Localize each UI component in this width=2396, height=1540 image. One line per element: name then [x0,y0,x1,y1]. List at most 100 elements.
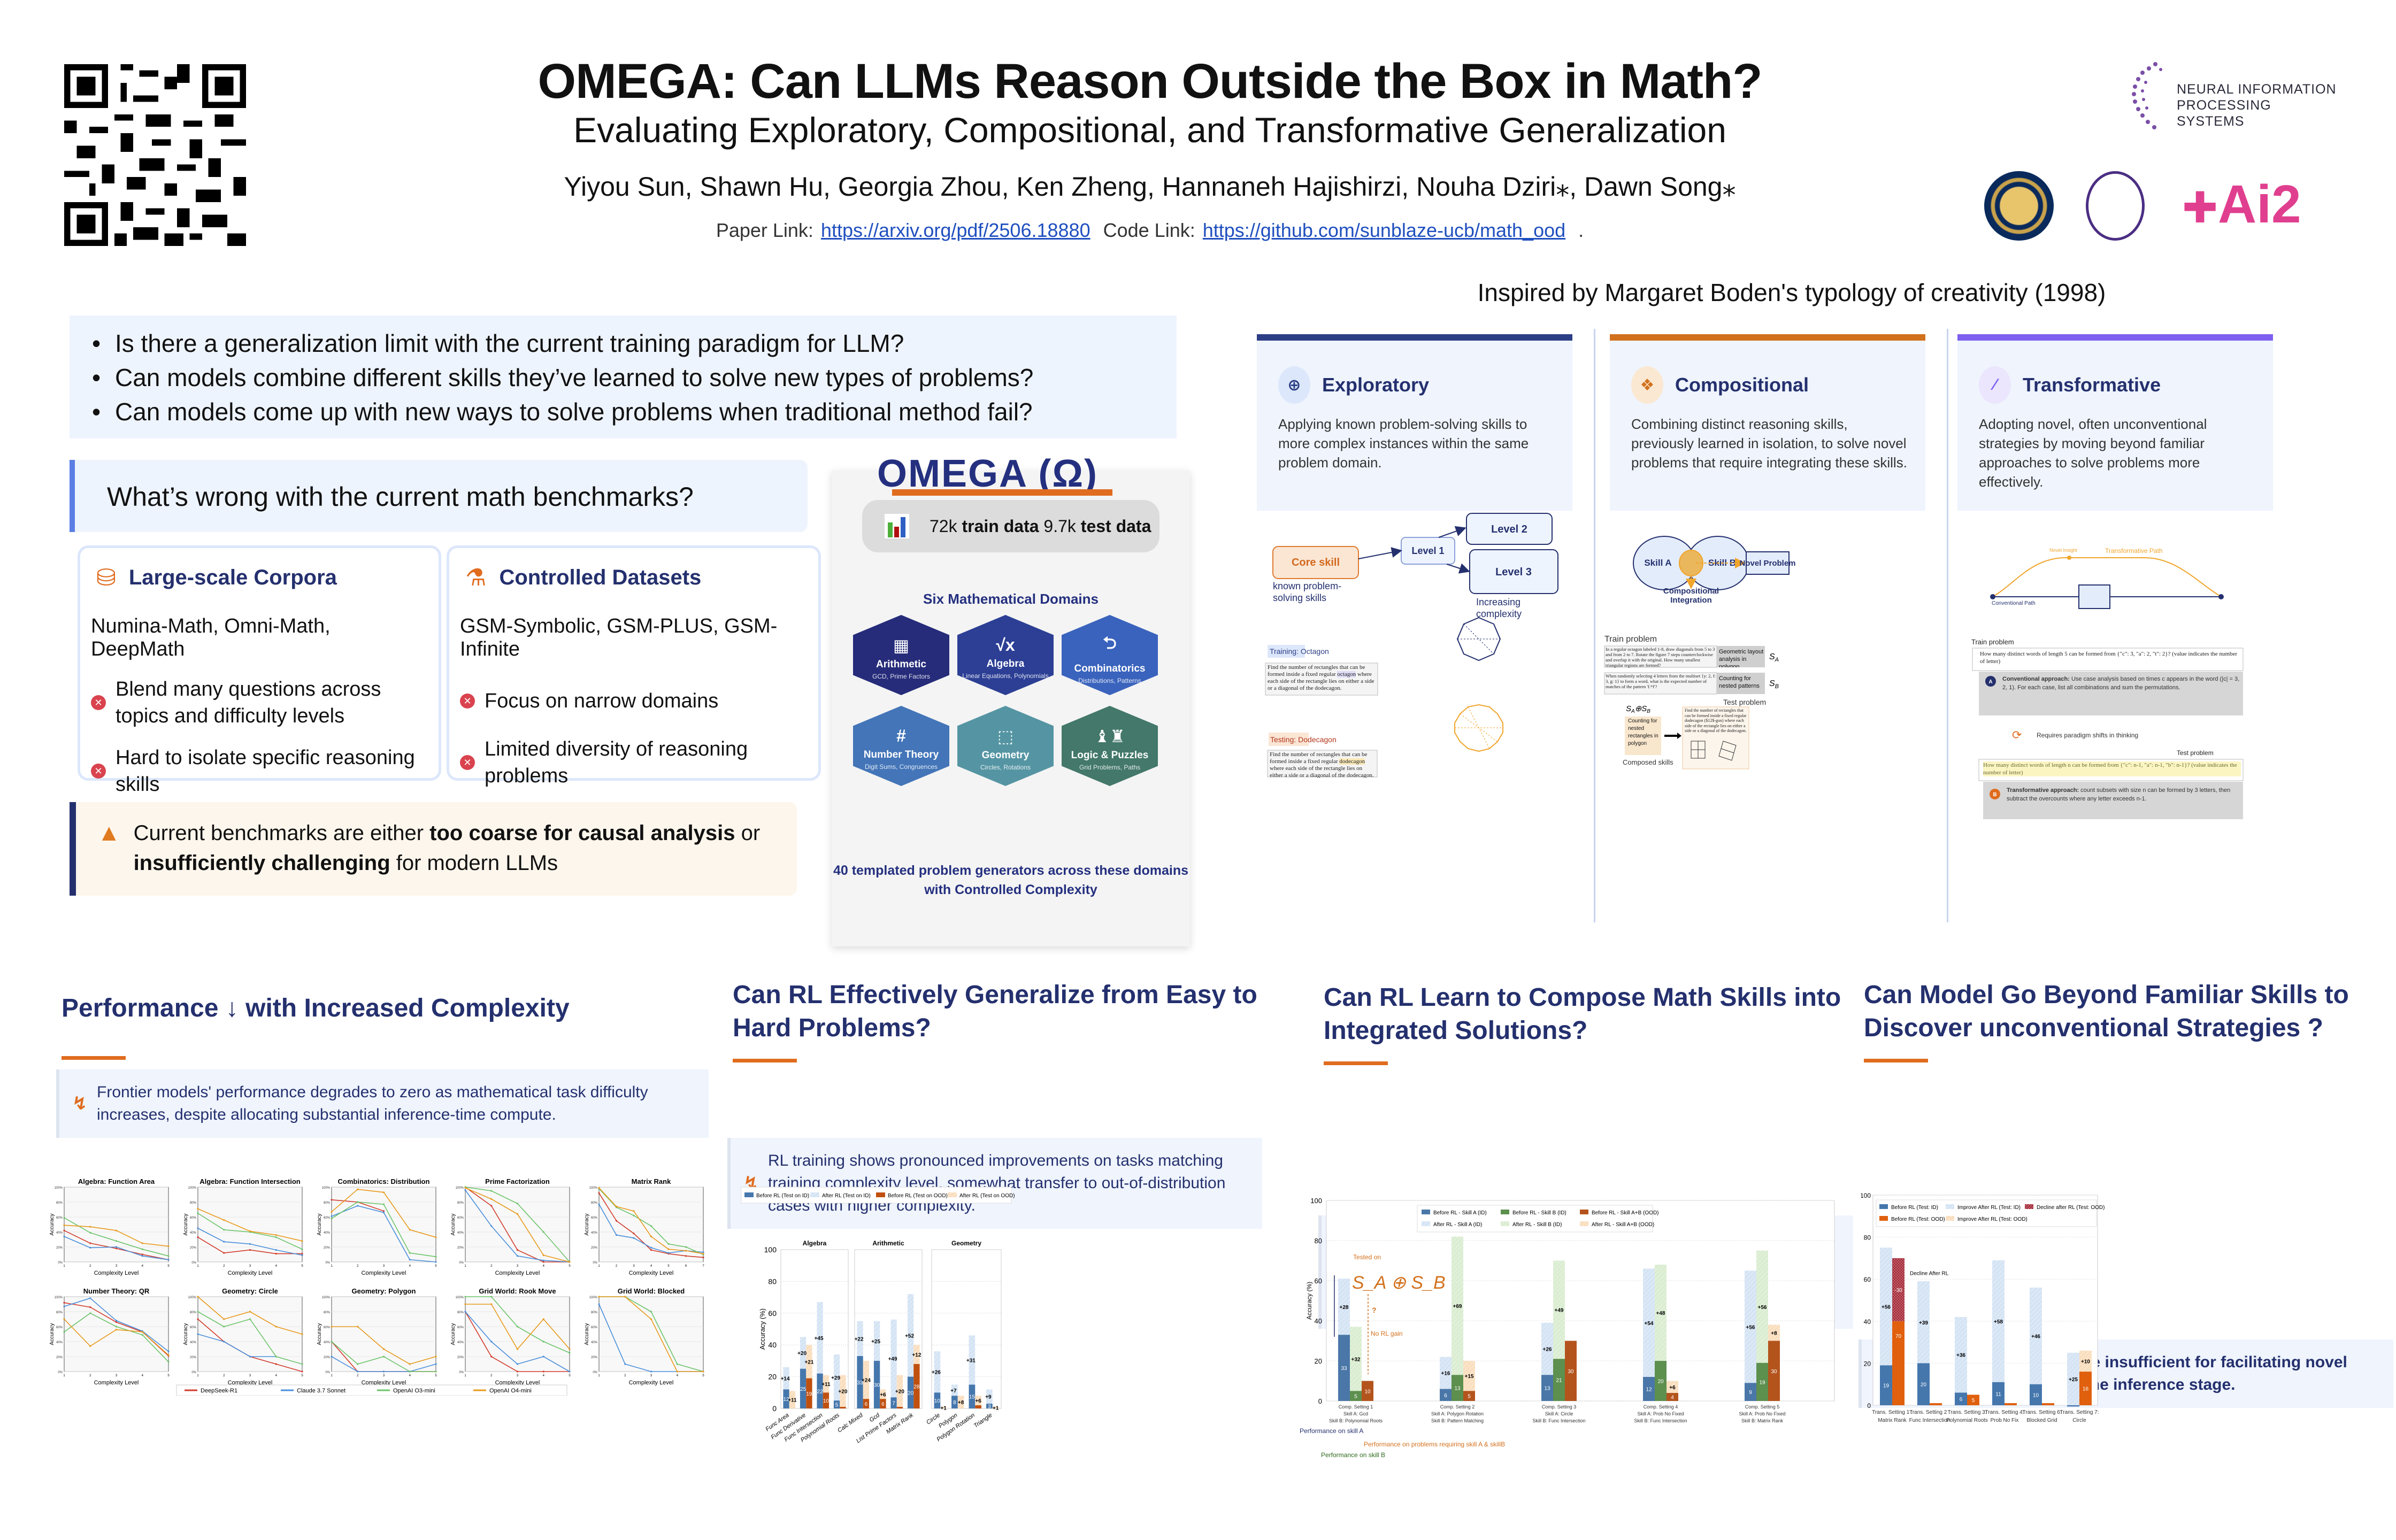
gain-label: +39 [1919,1320,1928,1326]
data-point [89,1345,91,1347]
x-circle-icon: ✕ [460,755,475,770]
controlled-datasets-card: ⚗ Controlled Datasets GSM-Symbolic, GSM-P… [447,545,821,787]
finding-text: Frontier models' performance degrades to… [97,1083,648,1123]
legend-label: Claude 3.7 Sonnet [297,1388,345,1394]
data-point [633,1237,635,1239]
data-point [516,1326,519,1328]
svg-text:A: A [1988,679,1992,685]
data-point [141,1331,143,1333]
data-point [676,1370,678,1373]
bar-before-rl [1452,1375,1463,1401]
gain-label: +10 [2081,1359,2090,1365]
bar-after-rl [1756,1250,1768,1363]
legend-box [1876,1199,2097,1227]
data-point [598,1296,600,1298]
domain-name: Arithmetic [876,658,926,670]
panel-title: Geometry [951,1239,981,1247]
gain-label: +24 [862,1378,871,1384]
gain-label: +52 [905,1333,914,1339]
bar-before-rl [1350,1391,1362,1401]
y-axis-label: Accuracy [49,1323,55,1345]
novel-problem-box [1746,551,1790,575]
change-label: -30 [1894,1288,1902,1293]
x-tick-label: Comp. Setting 3 [1542,1404,1577,1410]
bar-ood-after [992,1407,999,1408]
bar-id-after [857,1321,863,1356]
domain-hexagon: ▦ Arithmetic GCD, Prime Factors [853,615,949,695]
x-tick-label: Skill B: Polynomial Roots [1329,1418,1383,1423]
x-tick-label: Skill A: Prob No Fixed [1739,1411,1785,1416]
bar-after-rl [1655,1265,1667,1361]
bar-value: 15 [969,1395,976,1400]
data-point [569,1261,571,1263]
setting-group: 6 +36 5 Trans. Setting 3: Polynomial Roots [1946,1316,1988,1423]
data-point [624,1363,626,1365]
bar-value: 70 [1895,1334,1902,1339]
bar-value: 6 [881,1402,885,1407]
gain-label: +45 [815,1336,824,1342]
transformative-diagram: Novel Insight Transformative Path Conven… [1971,547,2244,819]
paper-link[interactable]: https://arxiv.org/pdf/2506.18880 [820,219,1091,241]
x-tick-label: Skill B: Pattern Matching [1431,1418,1484,1423]
subplot-title: Combinatorics: Distribution [338,1177,430,1185]
data-point [702,1251,704,1253]
y-tick-label: 80% [591,1311,598,1314]
card-examples: GSM-Symbolic, GSM-PLUS, GSM-Infinite [460,615,778,660]
exploratory-rl-bar-chart: Before RL (Test on ID) After RL (Test on … [741,1187,1015,1444]
code-link[interactable]: https://github.com/sunblaze-ucb/math_ood [1202,219,1566,241]
y-tick-label: 40% [324,1341,331,1344]
x-tick-label: 1 [598,1374,600,1377]
qr-code[interactable] [64,64,246,246]
section-title: Can Model Go Beyond Familiar Skills to D… [1864,981,2349,1042]
bar-value: 19 [1883,1383,1890,1389]
typology-title: Exploratory [1322,374,1430,396]
plot-area [331,1296,436,1372]
data-point [249,1249,251,1251]
x-tick-label: Trans. Setting 6: [2023,1410,2062,1415]
domain-hexagon: √x Algebra Linear Equations, Polynomials [957,615,1054,695]
y-tick-label: 60% [591,1326,598,1329]
obstacle-box [2078,584,2110,609]
data-point [490,1341,493,1343]
setting-group: 10 +46 Trans. Setting 6: Blocked Grid [2023,1287,2062,1423]
section-underline [1324,1061,1388,1065]
x-tick-label: Blocked Grid [2026,1418,2057,1423]
data-point [141,1248,143,1250]
domain-examples: GCD, Prime Factors [872,672,930,680]
y-tick-label: 100 [1310,1197,1322,1205]
y-tick-label: 20% [457,1246,464,1250]
x-tick-label: 5 [569,1374,571,1377]
bar-id-improve [1917,1281,1930,1364]
data-point [667,1252,670,1254]
bar-value: 11 [1995,1391,2001,1397]
author-list: Yiyou Sun, Shawn Hu, Georgia Zhou, Ken Z… [564,172,1736,202]
bar-value: 30 [874,1382,880,1388]
x-tick-label: 3 [650,1374,652,1377]
y-tick-label: 0% [325,1371,330,1374]
bar-value: 21 [1556,1378,1562,1384]
bar-after-rl [1643,1268,1655,1377]
y-tick-label: 40% [190,1341,197,1344]
y-axis-label: Accuracy (%) [1305,1282,1313,1320]
bar-after-rl [1338,1279,1350,1335]
legend-swatch [1580,1221,1588,1226]
x-tick-label: 1 [63,1265,65,1268]
legend-label: OpenAI O4-mini [489,1388,532,1394]
y-tick-label: 40% [56,1231,63,1235]
y-tick-label: 40% [190,1231,197,1235]
data-point [382,1203,385,1205]
data-point [197,1311,199,1313]
bar-id-before [890,1397,897,1408]
data-point [63,1216,65,1219]
setting-group: 11 +58 Trans. Setting 4: Prob No Fix [1985,1260,2024,1423]
legend-label: DeepSeek-R1 [201,1388,237,1394]
data-point [542,1231,544,1233]
bar-ood-before [2042,1403,2054,1405]
bar-value: 22 [817,1389,824,1395]
subplot-title: Matrix Rank [632,1177,671,1185]
data-point [63,1305,65,1307]
x-tick-label: 5 [167,1374,170,1377]
gain-label: +16 [1441,1371,1450,1377]
data-point [598,1303,600,1305]
core-skill-label: Core skill [1292,557,1340,568]
